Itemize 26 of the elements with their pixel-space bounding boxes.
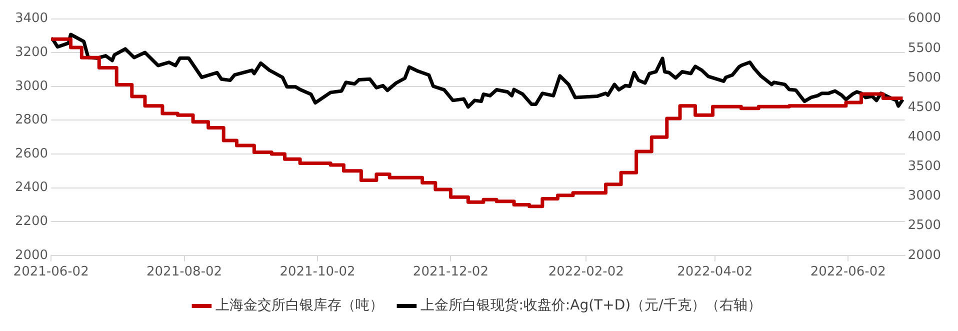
x-tick-label: 2021-08-02 xyxy=(146,264,222,280)
y-tick-label: 3200 xyxy=(14,44,48,60)
x-tick-label: 2022-02-02 xyxy=(548,264,624,280)
y2-tick-label: 2000 xyxy=(908,248,942,263)
y-tick-label: 2400 xyxy=(14,180,48,196)
y2-tick-label: 5500 xyxy=(908,40,942,56)
legend-label: 上海金交所白银库存（吨） xyxy=(216,298,384,314)
y-tick-label: 3000 xyxy=(14,78,48,94)
legend-label: 上金所白银现货:收盘价:Ag(T+D)（元/千克）（右轴） xyxy=(420,298,762,314)
y-tick-label: 2000 xyxy=(14,248,48,263)
x-tick-label: 2021-06-02 xyxy=(13,264,89,280)
y2-tick-label: 2500 xyxy=(908,218,942,234)
y-tick-label: 3400 xyxy=(14,11,48,26)
x-tick-label: 2021-12-02 xyxy=(412,264,488,280)
y-tick-label: 2600 xyxy=(14,146,48,162)
x-tick-label: 2021-10-02 xyxy=(280,264,356,280)
y-tick-label: 2800 xyxy=(14,112,48,128)
y2-tick-label: 5000 xyxy=(908,70,942,86)
y2-tick-label: 3500 xyxy=(908,159,942,174)
y2-tick-label: 4500 xyxy=(908,100,942,115)
x-tick-label: 2022-04-02 xyxy=(677,264,753,280)
y2-tick-label: 3000 xyxy=(908,188,942,204)
x-tick-label: 2022-06-02 xyxy=(810,264,886,280)
y2-tick-label: 4000 xyxy=(908,129,942,144)
y2-tick-label: 6000 xyxy=(908,11,942,26)
y-tick-label: 2200 xyxy=(14,214,48,229)
